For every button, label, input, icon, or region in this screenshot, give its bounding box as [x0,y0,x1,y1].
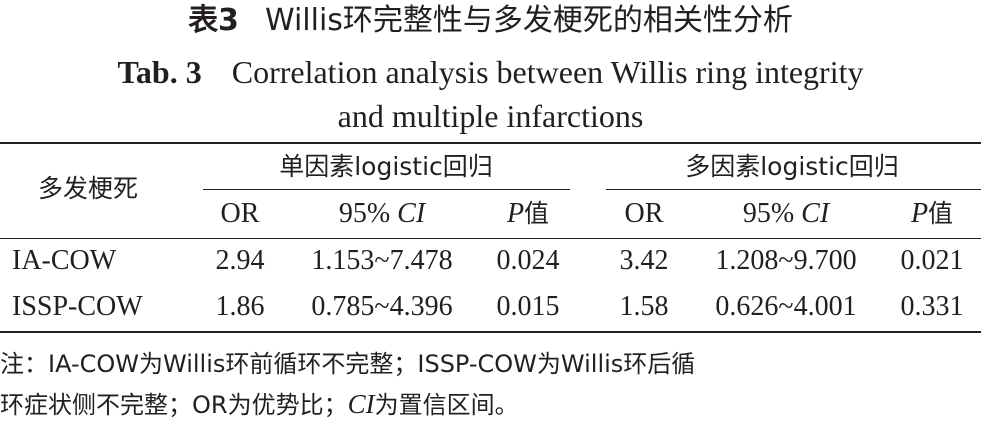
group2-underline [606,189,981,190]
table-title-chinese-text: Willis环完整性与多发梗死的相关性分析 [264,3,793,38]
cell-p-univariate: 0.015 [496,291,560,322]
table-number-chinese: 表3 [188,3,239,38]
footnote-line2-start: 环症状侧不完整；OR为优势比； [0,391,348,419]
table-footnote: 注：IA-COW为Willis环前循环不完整；ISSP-COW为Willis环后… [0,344,981,425]
cell-or-multivariate: 1.58 [619,291,669,322]
cell-p-multivariate: 0.331 [900,291,964,322]
ci-italic: CI [397,198,426,229]
cell-ci-multivariate: 0.626~4.001 [715,291,857,322]
cell-ci-multivariate: 1.208~9.700 [715,245,857,276]
footnote-line2: 环症状侧不完整；OR为优势比；CI为置信区间。 [0,384,981,425]
footnote-line1: 注：IA-COW为Willis环前循环不完整；ISSP-COW为Willis环后… [0,350,696,378]
bottom-rule [0,331,981,333]
cell-ci-univariate: 0.785~4.396 [311,291,453,322]
footnote-line2-end: 为置信区间。 [374,391,519,419]
cell-p-multivariate: 0.021 [900,245,964,276]
table-title-english-line2: and multiple infarctions [337,98,644,134]
row-label: IA-COW [12,245,117,276]
cell-ci-univariate: 1.153~7.478 [311,245,453,276]
p-italic: P [910,198,929,229]
subheader-p-univariate: P值 [507,197,549,231]
row-label: ISSP-COW [12,291,143,322]
p-suffix: 值 [524,199,550,228]
row-header-label: 多发梗死 [38,174,139,203]
p-suffix: 值 [928,199,954,228]
subheader-ci-multivariate: 95% CI [743,197,829,231]
footnote-ci-abbrev: CI [347,389,375,419]
subheader-ci-univariate: 95% CI [339,197,425,231]
group-header-univariate: 单因素logistic回归 [279,152,493,181]
subheader-or-multivariate: OR [624,198,664,229]
subheader-or-univariate: OR [220,198,260,229]
ci-prefix: 95% [338,198,398,229]
cell-p-univariate: 0.024 [496,245,560,276]
cell-or-univariate: 1.86 [215,291,265,322]
table-title-english: Tab. 3 Correlation analysis between Willi… [0,50,981,138]
cell-or-multivariate: 3.42 [619,245,669,276]
table-number-english: Tab. 3 [117,54,202,90]
ci-prefix: 95% [742,198,802,229]
top-rule [0,142,981,144]
subheader-p-multivariate: P值 [911,197,953,231]
table-title-chinese: 表3 Willis环完整性与多发梗死的相关性分析 [0,2,981,40]
group1-underline [203,189,570,190]
header-bottom-rule [0,238,981,239]
cell-or-univariate: 2.94 [215,245,265,276]
table-title-english-line1: Correlation analysis between Willis ring… [231,54,864,90]
ci-italic: CI [801,198,830,229]
group-header-multivariate: 多因素logistic回归 [685,152,899,181]
p-italic: P [506,198,525,229]
